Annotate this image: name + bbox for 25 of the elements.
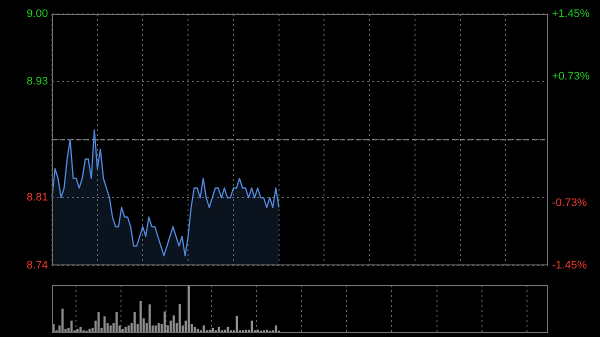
bar <box>194 326 196 333</box>
bar <box>188 285 190 333</box>
bar <box>164 312 166 333</box>
bar <box>134 312 136 333</box>
bar <box>148 304 151 333</box>
y2-tick-label: +0.73% <box>552 70 590 82</box>
bar <box>226 326 229 333</box>
y2-tick-label: -0.73% <box>552 197 588 210</box>
bar <box>172 315 175 333</box>
bar <box>178 304 181 333</box>
bar <box>154 325 157 333</box>
bar <box>218 326 220 333</box>
bar <box>236 316 238 333</box>
y-tick-label: 8.81 <box>26 192 48 204</box>
y-tick-label: 9.00 <box>26 8 48 20</box>
y-tick-label: 8.93 <box>26 76 48 88</box>
y-tick-label: 8.74 <box>26 259 48 272</box>
y2-tick-label: -1.45% <box>552 259 588 272</box>
y2-tick-label: +1.45% <box>552 8 590 20</box>
bar <box>124 326 127 333</box>
bar <box>202 325 205 333</box>
bar <box>140 300 142 333</box>
bar <box>116 312 118 333</box>
bar <box>158 323 160 333</box>
bar <box>128 325 130 333</box>
